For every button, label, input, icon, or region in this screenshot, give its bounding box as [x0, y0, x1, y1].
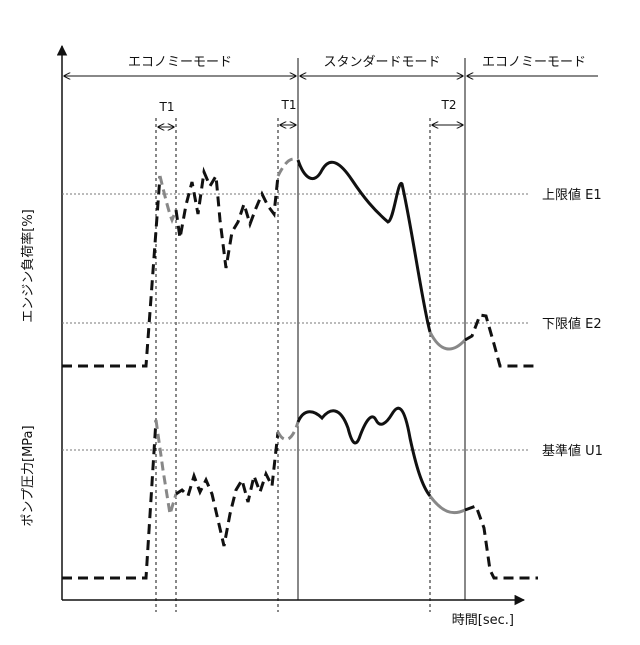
engine-load-standard-solid	[298, 160, 430, 332]
lower-limit-e2-label: 下限値 E2	[542, 316, 602, 332]
engine-load-transition-t1a	[160, 176, 176, 220]
upper-limit-e1-label: 上限値 E1	[542, 187, 602, 203]
pump-pressure-transition-t1a	[156, 420, 176, 514]
x-axis-label-time: 時間[sec.]	[452, 613, 514, 628]
pump-pressure-economy-dashed-1	[62, 420, 156, 578]
y-axis-label-engine-load: エンジン負荷率[%]	[20, 209, 36, 323]
t1-label-1: T1	[159, 100, 175, 114]
mode-label-economy-1: エコノミーモード	[128, 55, 232, 70]
pump-pressure-transition-t1b	[278, 422, 298, 439]
engine-load-transition-t2	[430, 332, 465, 349]
pump-pressure-standard-solid	[298, 408, 430, 496]
t2-label: T2	[441, 98, 457, 112]
engine-load-economy-dashed-2	[176, 172, 278, 268]
t1-label-2: T1	[281, 98, 297, 112]
mode-label-standard: スタンダードモード	[323, 55, 440, 70]
engine-load-transition-t1b	[278, 159, 298, 176]
mode-label-economy-2: エコノミーモード	[482, 55, 586, 70]
pump-pressure-economy-dashed-3	[465, 506, 538, 578]
engine-load-economy-dashed-1	[62, 176, 160, 366]
pump-pressure-economy-dashed-2	[176, 432, 278, 546]
pump-pressure-transition-t2	[430, 496, 465, 513]
y-axis-label-pump-pressure: ポンプ圧力[MPa]	[21, 425, 36, 526]
reference-u1-label: 基準値 U1	[542, 443, 603, 459]
